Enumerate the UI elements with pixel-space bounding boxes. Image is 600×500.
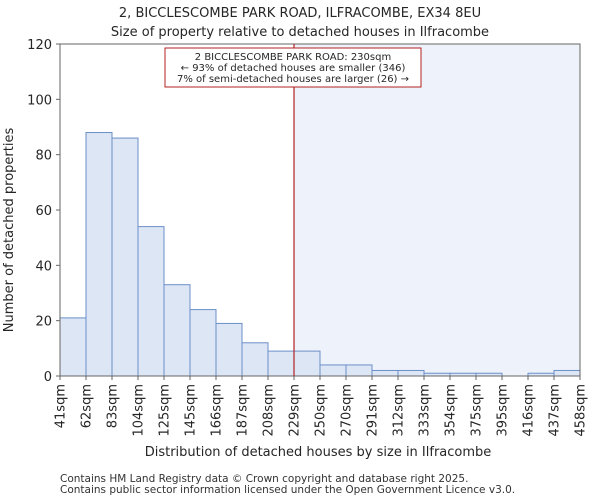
above-property-region: [294, 44, 580, 376]
x-tick-label: 270sqm: [340, 384, 355, 437]
y-tick-label: 20: [35, 315, 52, 330]
bar-104sqm: [137, 226, 165, 377]
y-tick-label: 60: [35, 204, 52, 219]
x-tick-label: 83sqm: [106, 384, 121, 428]
x-tick-label: 104sqm: [132, 384, 147, 437]
bar-270sqm: [345, 364, 373, 377]
x-tick-label: 229sqm: [288, 384, 303, 437]
bar-312sqm: [397, 369, 425, 377]
x-axis-ticks: 41sqm 62sqm 83sqm 104sqm 125sqm 145sqm 166sqm 1…: [54, 376, 589, 437]
x-tick-label: 250sqm: [314, 384, 329, 437]
annotation-box: 2 BICCLESCOMBE PARK ROAD: 230sqm ← 93% o…: [164, 47, 422, 88]
footer-line-1: Contains HM Land Registry data © Crown c…: [60, 473, 468, 485]
x-tick-label: 41sqm: [54, 384, 69, 428]
annotation-line-3: 7% of semi-detached houses are larger (2…: [177, 74, 409, 85]
y-tick-label: 40: [35, 259, 52, 274]
x-tick-label: 354sqm: [444, 384, 459, 437]
bar-166sqm: [215, 322, 243, 377]
x-tick-label: 187sqm: [236, 384, 251, 437]
plot-frame: [59, 43, 581, 377]
annotation-line-1: 2 BICCLESCOMBE PARK ROAD: 230sqm: [195, 52, 391, 63]
x-tick-label: 291sqm: [366, 384, 381, 437]
x-tick-label: 145sqm: [184, 384, 199, 437]
bar-187sqm: [241, 342, 269, 377]
x-tick-label: 416sqm: [522, 384, 537, 437]
x-tick-label: 166sqm: [210, 384, 225, 437]
bar-229sqm: [293, 350, 321, 377]
bar-291sqm: [371, 369, 399, 377]
x-tick-label: 125sqm: [158, 384, 173, 437]
x-axis-label: Distribution of detached houses by size …: [145, 445, 492, 460]
bar-250sqm: [319, 364, 347, 377]
x-tick-label: 312sqm: [392, 384, 407, 437]
bar-62sqm: [85, 132, 113, 377]
x-tick-label: 395sqm: [496, 384, 511, 437]
y-axis-label: Number of detached properties: [2, 128, 17, 333]
x-tick-label: 62sqm: [80, 384, 95, 428]
bar-145sqm: [189, 309, 217, 377]
chart-subtitle: Size of property relative to detached ho…: [111, 25, 489, 40]
x-tick-label: 375sqm: [470, 384, 485, 437]
y-tick-label: 80: [35, 149, 52, 164]
footer-line-2: Contains public sector information licen…: [60, 484, 515, 496]
x-tick-label: 208sqm: [262, 384, 277, 437]
x-tick-label: 333sqm: [418, 384, 433, 437]
x-tick-label: 458sqm: [574, 384, 589, 437]
y-tick-label: 0: [44, 370, 52, 385]
x-tick-label: 437sqm: [548, 384, 563, 437]
bar-437sqm: [553, 369, 581, 377]
y-tick-label: 100: [27, 93, 52, 108]
bar-125sqm: [163, 284, 191, 377]
bar-208sqm: [267, 350, 295, 377]
bars: [59, 132, 581, 377]
bar-41sqm: [59, 317, 87, 377]
y-tick-label: 120: [27, 38, 52, 53]
annotation-line-2: ← 93% of detached houses are smaller (34…: [181, 63, 406, 74]
bar-83sqm: [111, 137, 139, 377]
chart-title: 2, BICCLESCOMBE PARK ROAD, ILFRACOMBE, E…: [119, 6, 481, 21]
y-axis-ticks: 0 20 40 60 80 100 120: [27, 38, 60, 385]
